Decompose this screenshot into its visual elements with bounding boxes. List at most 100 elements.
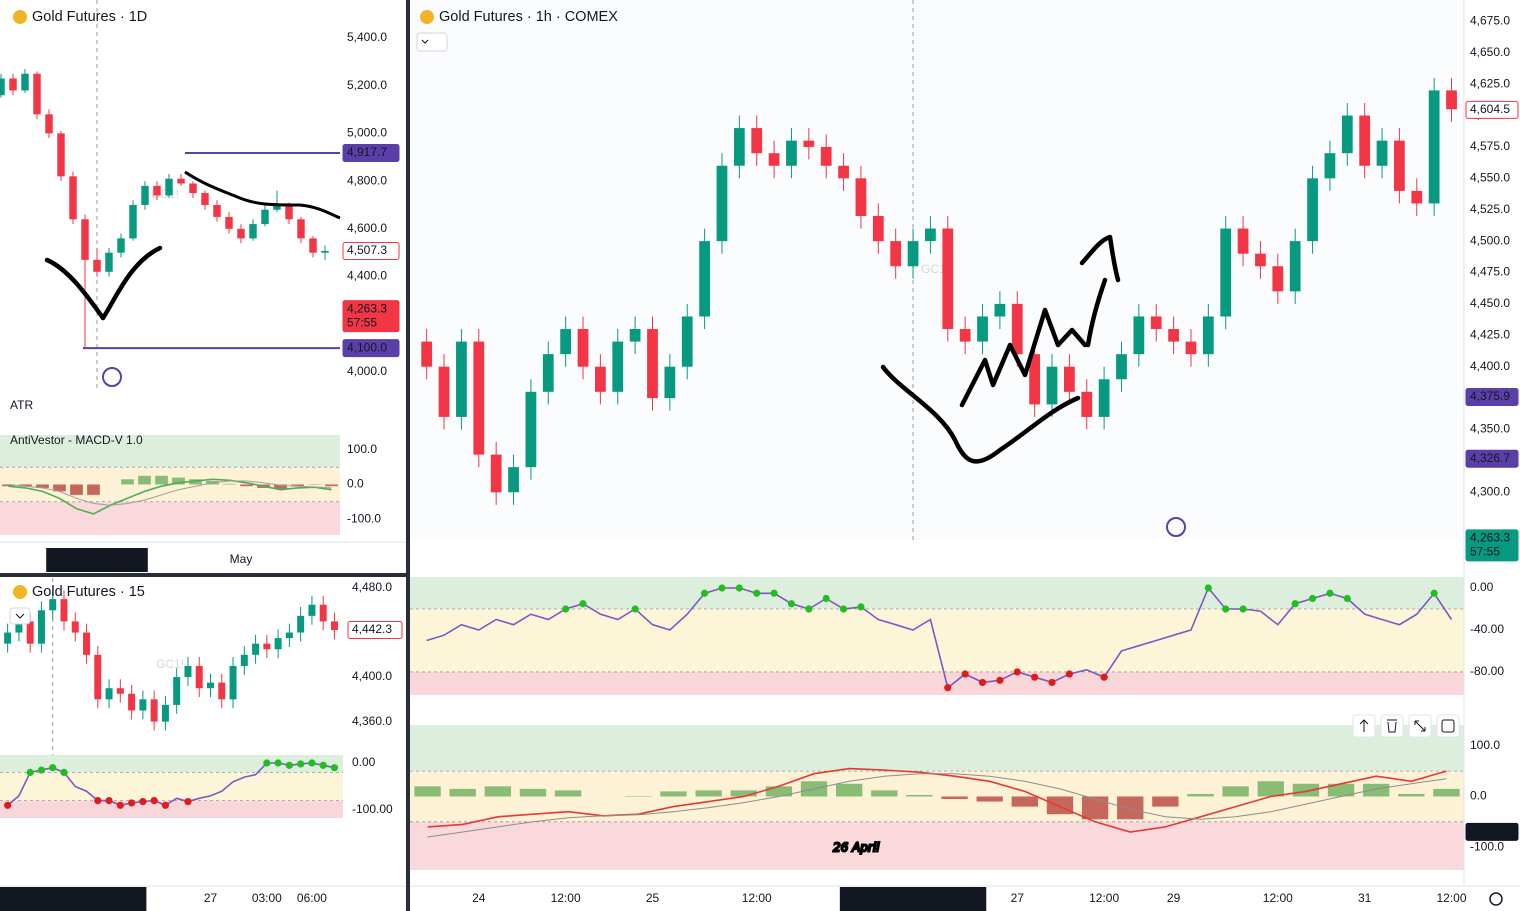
y-tick-label: 4,360.0 [352, 714, 392, 728]
histogram-bar [1222, 786, 1249, 797]
signal-dot [308, 759, 316, 767]
histogram-bar [554, 790, 582, 797]
candle-body [421, 341, 433, 367]
y-tick-label: 4,400.0 [347, 269, 387, 283]
zone [410, 671, 1464, 695]
histogram-bar [138, 475, 151, 485]
indicator-line [427, 773, 1447, 838]
price-tag [1465, 529, 1519, 562]
signal-dot [60, 768, 68, 776]
signal-dot [49, 764, 57, 772]
y-tick-label: 4,400.0 [352, 669, 392, 683]
price-tag [1465, 100, 1519, 119]
histogram-bar [70, 484, 83, 495]
crosshair-time-label: Thu 26 Mar '26 [56, 552, 139, 566]
candle-body [977, 316, 988, 342]
histogram-bar [36, 484, 49, 488]
symbol-icon[interactable] [13, 10, 27, 24]
chart-title: Gold Futures · 1D [32, 9, 147, 25]
settings-button[interactable] [1489, 892, 1503, 906]
candle-body [37, 610, 45, 644]
signal-dot [285, 761, 293, 769]
signal-dot [161, 801, 170, 809]
signal-dot [770, 589, 778, 597]
signal-dot [4, 801, 12, 809]
candle-body [129, 204, 137, 239]
candle-body [60, 599, 68, 622]
signal-dot [319, 761, 327, 769]
collapse-button[interactable] [416, 32, 448, 52]
candle-body [93, 259, 101, 272]
candle-body [21, 73, 29, 91]
candle-body [274, 638, 282, 650]
histogram-bar [449, 788, 476, 797]
crosshair-time-label-bg [46, 548, 148, 572]
candle-body [1446, 90, 1457, 110]
candle-body [1307, 178, 1318, 242]
indicator-pane [0, 755, 343, 818]
candle-body [1272, 266, 1284, 292]
replay-icon[interactable] [1166, 517, 1186, 537]
candle-body [150, 699, 158, 722]
chevron-icon [421, 39, 429, 44]
x-tick-label: 31 [1358, 891, 1372, 905]
delete-button[interactable] [1380, 714, 1404, 738]
candle-body [942, 228, 954, 330]
histogram-bar [189, 479, 202, 485]
y-tick-label: 5,000.0 [347, 126, 387, 140]
signal-dot [735, 584, 743, 592]
zone [410, 577, 1464, 609]
replay-icon[interactable] [102, 367, 122, 387]
signal-dot [1222, 605, 1230, 613]
y-tick-label: 4,475.0 [1470, 265, 1510, 279]
candle-body [456, 341, 467, 417]
crosshair-time-label: Thu 26 Mar '26 09:00 [853, 891, 974, 905]
signal-dot [787, 600, 796, 608]
candle-body [1394, 140, 1405, 191]
crosshair-time-label-bg [0, 887, 147, 911]
symbol-icon[interactable] [420, 10, 434, 24]
candle-body [161, 704, 169, 722]
y-tick-label: 5,200.0 [347, 78, 387, 92]
y-tick-label: 4,000.0 [347, 364, 387, 378]
indicator-pane [410, 725, 1464, 870]
collapse-button[interactable] [9, 607, 31, 625]
signal-dot [1308, 594, 1317, 603]
session-shade [410, 0, 1464, 540]
zone [410, 608, 1464, 672]
candle-body [252, 643, 260, 655]
panel-divider [0, 573, 408, 577]
signal-dot [37, 766, 46, 774]
chart-title: Gold Futures · 15 [32, 584, 145, 600]
y-tick-label: 4,300.0 [1470, 484, 1510, 498]
histogram-bar [291, 484, 304, 487]
candle-body [907, 241, 919, 267]
candle-body [297, 615, 305, 633]
candle-body [786, 140, 797, 166]
histogram-bar [625, 795, 652, 797]
signal-dot [562, 605, 570, 613]
y-tick-label: 0.0 [1470, 789, 1487, 803]
candle-body [768, 153, 780, 166]
y-tick-label: 5,400.0 [347, 30, 387, 44]
symbol-icon[interactable] [13, 585, 27, 599]
zone [0, 772, 343, 801]
histogram-bar [325, 484, 338, 487]
price-tag-label: 4,100.0 [347, 340, 387, 354]
histogram-bar [1046, 796, 1074, 815]
y-tick-label: 0.00 [1470, 580, 1494, 594]
signal-dot [805, 605, 813, 613]
price-tag [342, 241, 400, 260]
candle-body [1428, 90, 1440, 204]
signal-dot [1326, 589, 1334, 597]
y-tick-label: 0.0 [347, 477, 364, 491]
price-tag-label: 4,442.3 [352, 622, 392, 636]
indicator-line [8, 478, 332, 515]
signal-dot [1065, 670, 1073, 678]
candle-body [105, 688, 113, 700]
collapse-pane-button[interactable] [1436, 714, 1460, 738]
x-tick-label: 29 [1167, 891, 1181, 905]
candle-body [959, 329, 971, 342]
candle-body [1237, 228, 1249, 254]
price-tag [342, 144, 400, 163]
